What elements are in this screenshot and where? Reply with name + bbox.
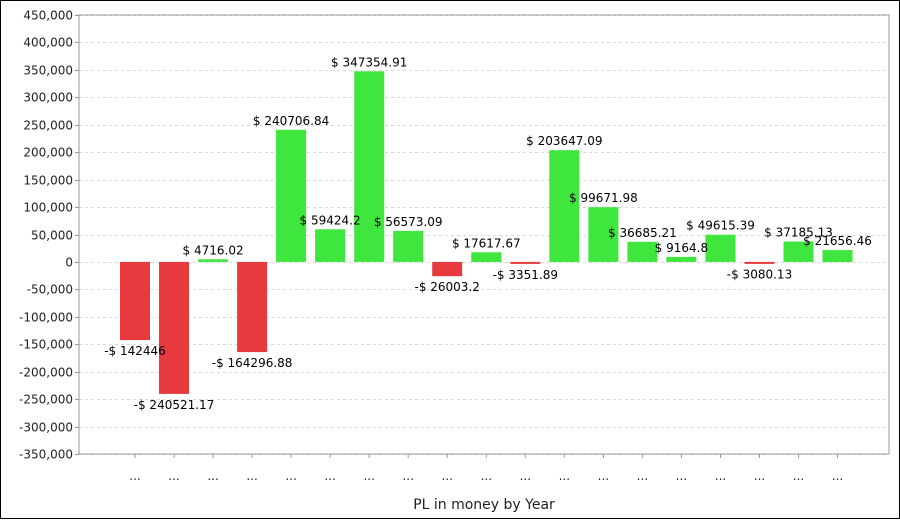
bar xyxy=(744,261,775,264)
x-tick-label: ... xyxy=(285,469,296,483)
data-labels: -$ 142446 -$ 240521.17 $ 4716.02 -$ 164296.… xyxy=(104,55,872,412)
x-tick-label: ... xyxy=(520,469,531,483)
x-tick-label: ... xyxy=(637,469,648,483)
y-tick-label: 400,000 xyxy=(23,36,73,50)
bar xyxy=(354,71,385,262)
bar xyxy=(666,256,697,262)
bars xyxy=(120,71,853,394)
y-tick-label: 0 xyxy=(65,256,73,270)
y-tick-label: 200,000 xyxy=(23,146,73,160)
plot-area-border xyxy=(78,14,890,455)
data-label: $ 21656.46 xyxy=(803,234,872,248)
data-label: $ 17617.67 xyxy=(452,236,521,250)
bar xyxy=(549,150,580,262)
data-label: $ 347354.91 xyxy=(331,55,407,69)
y-tick-label: -150,000 xyxy=(19,338,73,352)
bar xyxy=(432,261,463,277)
y-tick-label: -50,000 xyxy=(27,283,73,297)
y-tick-label: 150,000 xyxy=(23,174,73,188)
y-tick-label: -300,000 xyxy=(19,421,73,435)
data-label: $ 59424.2 xyxy=(300,213,361,227)
x-tick-label: ... xyxy=(559,469,570,483)
x-tick-label: ... xyxy=(754,469,765,483)
y-tick-label: 350,000 xyxy=(23,64,73,78)
bar xyxy=(627,241,658,262)
x-tick-label: ... xyxy=(832,469,843,483)
bar xyxy=(159,261,189,394)
y-tick-label: -200,000 xyxy=(19,366,73,380)
data-label: -$ 26003.2 xyxy=(414,280,479,294)
bar xyxy=(471,252,502,262)
data-label: $ 99671.98 xyxy=(569,191,638,205)
data-label: $ 56573.09 xyxy=(374,215,443,229)
y-tick-label: 50,000 xyxy=(31,229,73,243)
x-tick-label: ... xyxy=(324,469,335,483)
bar xyxy=(276,129,307,262)
x-tick-label: ... xyxy=(207,469,218,483)
bar xyxy=(705,234,736,262)
x-tick-label: ... xyxy=(168,469,179,483)
bar xyxy=(237,261,268,353)
x-tick-label: ... xyxy=(441,469,452,483)
y-axis-ticks: 450,000 400,000 350,000 300,000 250,000 200,0… xyxy=(19,9,79,462)
x-tick-label: ... xyxy=(676,469,687,483)
y-tick-label: -350,000 xyxy=(19,448,73,462)
bar xyxy=(822,250,853,262)
bar xyxy=(393,230,424,262)
bar xyxy=(588,207,619,262)
x-tick-label: ... xyxy=(481,469,492,483)
data-label: -$ 3080.13 xyxy=(727,268,792,282)
data-label: $ 9164.8 xyxy=(655,241,708,255)
data-label: $ 240706.84 xyxy=(253,114,329,128)
x-tick-label: ... xyxy=(793,469,804,483)
y-tick-label: 300,000 xyxy=(23,91,73,105)
x-axis-ticks: ........................................… xyxy=(129,454,843,483)
bar xyxy=(120,261,150,341)
y-tick-label: 250,000 xyxy=(23,119,73,133)
data-label: -$ 142446 xyxy=(104,344,166,358)
x-tick-label: ... xyxy=(129,469,140,483)
data-label: $ 203647.09 xyxy=(526,134,602,148)
bar xyxy=(198,259,229,262)
data-label: $ 36685.21 xyxy=(608,226,677,240)
bar xyxy=(510,261,541,264)
x-tick-label: ... xyxy=(598,469,609,483)
y-tick-label: -250,000 xyxy=(19,393,73,407)
x-tick-label: ... xyxy=(246,469,257,483)
y-tick-label: 450,000 xyxy=(23,9,73,23)
bar xyxy=(783,241,814,262)
y-tick-label: 100,000 xyxy=(23,201,73,215)
x-tick-label: ... xyxy=(363,469,374,483)
bar xyxy=(315,229,346,262)
data-label: -$ 240521.17 xyxy=(134,398,215,412)
x-tick-label: ... xyxy=(715,469,726,483)
data-label: $ 49615.39 xyxy=(686,219,755,233)
data-label: -$ 3351.89 xyxy=(493,268,558,282)
y-tick-label: -100,000 xyxy=(19,311,73,325)
data-label: $ 37185.13 xyxy=(764,226,833,240)
x-tick-label: ... xyxy=(402,469,413,483)
data-label: $ 4716.02 xyxy=(183,243,244,257)
x-axis-title: PL in money by Year xyxy=(413,497,555,513)
data-label: -$ 164296.88 xyxy=(212,356,293,370)
